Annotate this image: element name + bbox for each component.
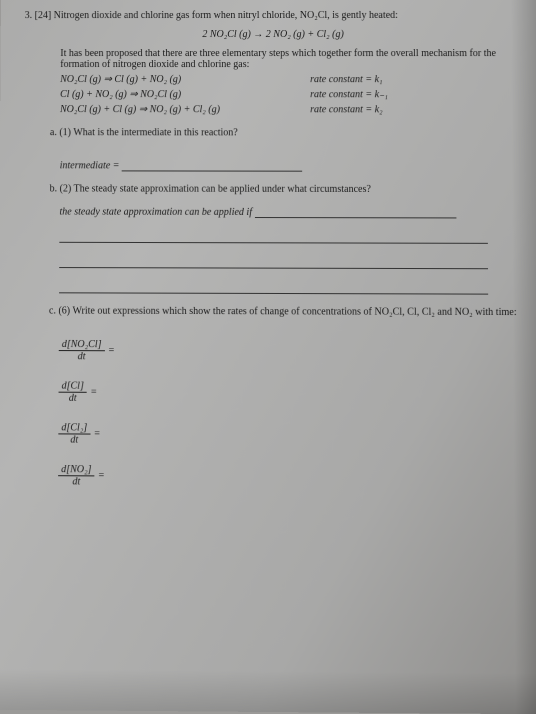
question-intro: Nitrogen dioxide and chlorine gas form w…	[54, 10, 398, 21]
deriv-3: d[Cl₂] dt =	[22, 404, 526, 448]
part-a-points: (1)	[59, 127, 71, 138]
step-1-eq: NO₂Cl (g) ⇒ Cl (g) + NO₂ (g)	[60, 74, 310, 85]
deriv-3-bottom: dt	[58, 434, 90, 445]
page-shadow	[0, 669, 536, 714]
deriv-2-top: d[Cl]	[59, 380, 87, 392]
part-c: c. (6) Write out expressions which show …	[49, 305, 525, 318]
step-1: NO₂Cl (g) ⇒ Cl (g) + NO₂ (g) rate consta…	[60, 74, 523, 85]
question-number: 3.	[25, 10, 33, 21]
step-2: Cl (g) + NO₂ (g) ⇒ NO₂Cl (g) rate consta…	[60, 89, 523, 100]
part-b-label: b.	[50, 183, 58, 194]
question-points: [24]	[35, 10, 52, 21]
mechanism-intro: It has been proposed that there are thre…	[60, 48, 523, 70]
worksheet-page: 3. [24] Nitrogen dioxide and chlorine ga…	[0, 0, 536, 714]
step-3: NO₂Cl (g) + Cl (g) ⇒ NO₂ (g) + Cl₂ (g) r…	[60, 104, 524, 115]
page-shadow	[511, 0, 536, 714]
equals-sign: =	[99, 470, 105, 481]
part-c-prompt: Write out expressions which show the rat…	[72, 306, 516, 319]
part-b-prompt: The steady state approximation can be ap…	[74, 183, 371, 195]
part-a-answer-prefix: intermediate =	[60, 160, 120, 171]
blank-line	[59, 278, 488, 294]
deriv-4-top: d[NO₂]	[58, 464, 94, 476]
question-header: 3. [24] Nitrogen dioxide and chlorine ga…	[25, 10, 523, 21]
blank-line	[255, 207, 456, 219]
part-b: b. (2) The steady state approximation ca…	[50, 183, 524, 195]
deriv-4: d[NO₂] dt =	[22, 445, 526, 490]
equals-sign: =	[109, 345, 115, 356]
deriv-1: d[NO₂Cl] dt =	[23, 321, 526, 365]
part-c-label: c.	[49, 305, 56, 316]
step-3-rate: rate constant = k₂	[310, 104, 383, 115]
deriv-1-top: d[NO₂Cl]	[59, 339, 105, 351]
equals-sign: =	[94, 428, 100, 439]
overall-equation: 2 NO₂Cl (g) → 2 NO₂ (g) + Cl₂ (g)	[25, 29, 523, 40]
deriv-1-bottom: dt	[59, 351, 105, 362]
deriv-2-bottom: dt	[58, 393, 86, 404]
part-b-points: (2)	[60, 183, 72, 194]
part-a: a. (1) What is the intermediate in this …	[50, 127, 524, 139]
deriv-3-top: d[Cl₂]	[58, 422, 90, 434]
deriv-4-bottom: dt	[58, 476, 94, 487]
part-a-label: a.	[50, 127, 57, 138]
step-2-rate: rate constant = k₋₁	[310, 89, 388, 100]
blank-line	[59, 253, 488, 269]
step-3-eq: NO₂Cl (g) + Cl (g) ⇒ NO₂ (g) + Cl₂ (g)	[60, 104, 310, 115]
part-a-prompt: What is the intermediate in this reactio…	[73, 127, 237, 138]
equals-sign: =	[91, 387, 97, 398]
step-2-eq: Cl (g) + NO₂ (g) ⇒ NO₂Cl (g)	[60, 89, 310, 100]
part-b-answer-prefix: the steady state approximation can be ap…	[59, 207, 252, 218]
step-1-rate: rate constant = k₁	[310, 74, 382, 85]
part-c-points: (6)	[58, 305, 70, 316]
deriv-2: d[Cl] dt =	[22, 362, 525, 406]
blank-line	[122, 160, 302, 171]
blank-line	[59, 228, 488, 244]
